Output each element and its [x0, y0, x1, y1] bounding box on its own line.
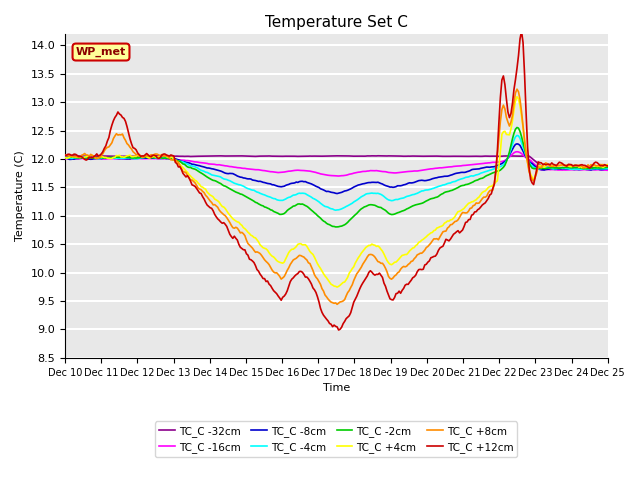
TC_C -32cm	[223, 153, 230, 159]
TC_C -8cm	[61, 155, 69, 160]
TC_C -32cm	[336, 153, 344, 159]
TC_C -16cm	[128, 156, 136, 162]
TC_C +4cm	[250, 235, 258, 240]
TC_C -4cm	[241, 184, 249, 190]
TC_C +4cm	[241, 226, 249, 231]
TC_C +4cm	[577, 164, 584, 169]
TC_C -4cm	[298, 191, 306, 196]
TC_C +12cm	[604, 163, 612, 169]
TC_C -8cm	[128, 156, 136, 161]
Title: Temperature Set C: Temperature Set C	[265, 15, 408, 30]
TC_C +4cm	[61, 155, 69, 160]
TC_C +4cm	[513, 94, 521, 100]
Line: TC_C +8cm: TC_C +8cm	[65, 89, 608, 304]
TC_C +4cm	[604, 162, 612, 168]
TC_C -32cm	[575, 165, 583, 170]
X-axis label: Time: Time	[323, 383, 350, 393]
TC_C +8cm	[513, 86, 521, 92]
TC_C +12cm	[61, 153, 69, 158]
TC_C -16cm	[223, 163, 230, 169]
TC_C -2cm	[604, 165, 612, 170]
TC_C +4cm	[128, 154, 136, 159]
TC_C -8cm	[298, 179, 306, 184]
TC_C -32cm	[604, 165, 612, 170]
TC_C -32cm	[298, 154, 306, 159]
TC_C +8cm	[577, 163, 584, 168]
TC_C -8cm	[513, 141, 521, 147]
TC_C -16cm	[298, 168, 306, 173]
TC_C +12cm	[241, 247, 249, 253]
TC_C -4cm	[61, 155, 69, 160]
TC_C +12cm	[518, 28, 525, 34]
TC_C -16cm	[61, 156, 69, 162]
TC_C -8cm	[333, 191, 341, 196]
TC_C +12cm	[298, 269, 306, 275]
TC_C +8cm	[250, 248, 258, 253]
TC_C -32cm	[128, 154, 136, 159]
TC_C -16cm	[604, 168, 612, 173]
Line: TC_C -2cm: TC_C -2cm	[65, 128, 608, 227]
Line: TC_C +4cm: TC_C +4cm	[65, 97, 608, 287]
TC_C -8cm	[604, 166, 612, 172]
TC_C +4cm	[333, 284, 341, 290]
Line: TC_C -32cm: TC_C -32cm	[65, 156, 608, 168]
TC_C -2cm	[241, 193, 249, 199]
TC_C -2cm	[577, 165, 584, 171]
Line: TC_C -4cm: TC_C -4cm	[65, 135, 608, 210]
TC_C +12cm	[128, 141, 136, 147]
TC_C +4cm	[298, 242, 306, 248]
Line: TC_C -16cm: TC_C -16cm	[65, 152, 608, 176]
TC_C +8cm	[128, 146, 136, 152]
TC_C -2cm	[223, 184, 230, 190]
Line: TC_C -8cm: TC_C -8cm	[65, 144, 608, 193]
TC_C -32cm	[599, 165, 607, 170]
TC_C -16cm	[577, 167, 584, 173]
TC_C -4cm	[332, 207, 339, 213]
TC_C +12cm	[577, 162, 584, 168]
Line: TC_C +12cm: TC_C +12cm	[65, 31, 608, 330]
TC_C -4cm	[513, 132, 521, 138]
TC_C +12cm	[250, 260, 258, 265]
TC_C -32cm	[250, 154, 258, 159]
TC_C +8cm	[241, 233, 249, 239]
TC_C -8cm	[577, 167, 584, 172]
TC_C -2cm	[513, 125, 521, 131]
TC_C -32cm	[61, 153, 69, 159]
TC_C +8cm	[223, 215, 230, 220]
TC_C -16cm	[335, 173, 342, 179]
TC_C +8cm	[333, 301, 341, 307]
TC_C -32cm	[241, 153, 249, 159]
Text: WP_met: WP_met	[76, 47, 126, 57]
TC_C -4cm	[223, 177, 230, 182]
TC_C -4cm	[604, 166, 612, 171]
TC_C +8cm	[604, 163, 612, 168]
TC_C -8cm	[250, 178, 258, 183]
TC_C -2cm	[61, 155, 69, 161]
TC_C -16cm	[241, 166, 249, 171]
TC_C -8cm	[223, 170, 230, 176]
TC_C -16cm	[250, 167, 258, 172]
TC_C -4cm	[128, 155, 136, 161]
TC_C +8cm	[61, 152, 69, 158]
Legend: TC_C -32cm, TC_C -16cm, TC_C -8cm, TC_C -4cm, TC_C -2cm, TC_C +4cm, TC_C +8cm, T: TC_C -32cm, TC_C -16cm, TC_C -8cm, TC_C …	[156, 421, 518, 457]
TC_C +12cm	[335, 327, 342, 333]
TC_C -2cm	[128, 155, 136, 161]
Y-axis label: Temperature (C): Temperature (C)	[15, 151, 25, 241]
TC_C -4cm	[250, 187, 258, 193]
TC_C +12cm	[223, 224, 230, 229]
TC_C -2cm	[332, 224, 339, 230]
TC_C -8cm	[241, 175, 249, 181]
TC_C -2cm	[298, 201, 306, 207]
TC_C +4cm	[223, 208, 230, 214]
TC_C -16cm	[513, 149, 521, 155]
TC_C +8cm	[298, 253, 306, 259]
TC_C -2cm	[250, 198, 258, 204]
TC_C -4cm	[577, 166, 584, 172]
